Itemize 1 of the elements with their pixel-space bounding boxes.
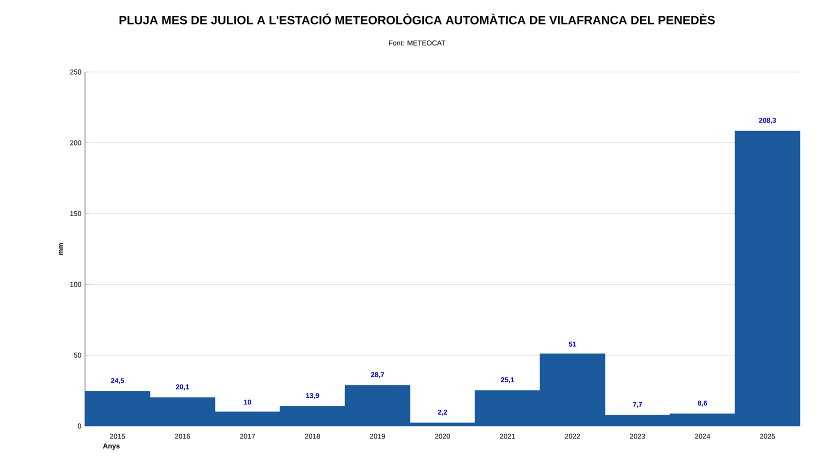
chart-title: PLUJA MES DE JULIOL A L'ESTACIÓ METEOROLÒGICA AUTOMÀTICA DE VILAFRANCA DEL PENEDÈS bbox=[120, 14, 715, 24]
